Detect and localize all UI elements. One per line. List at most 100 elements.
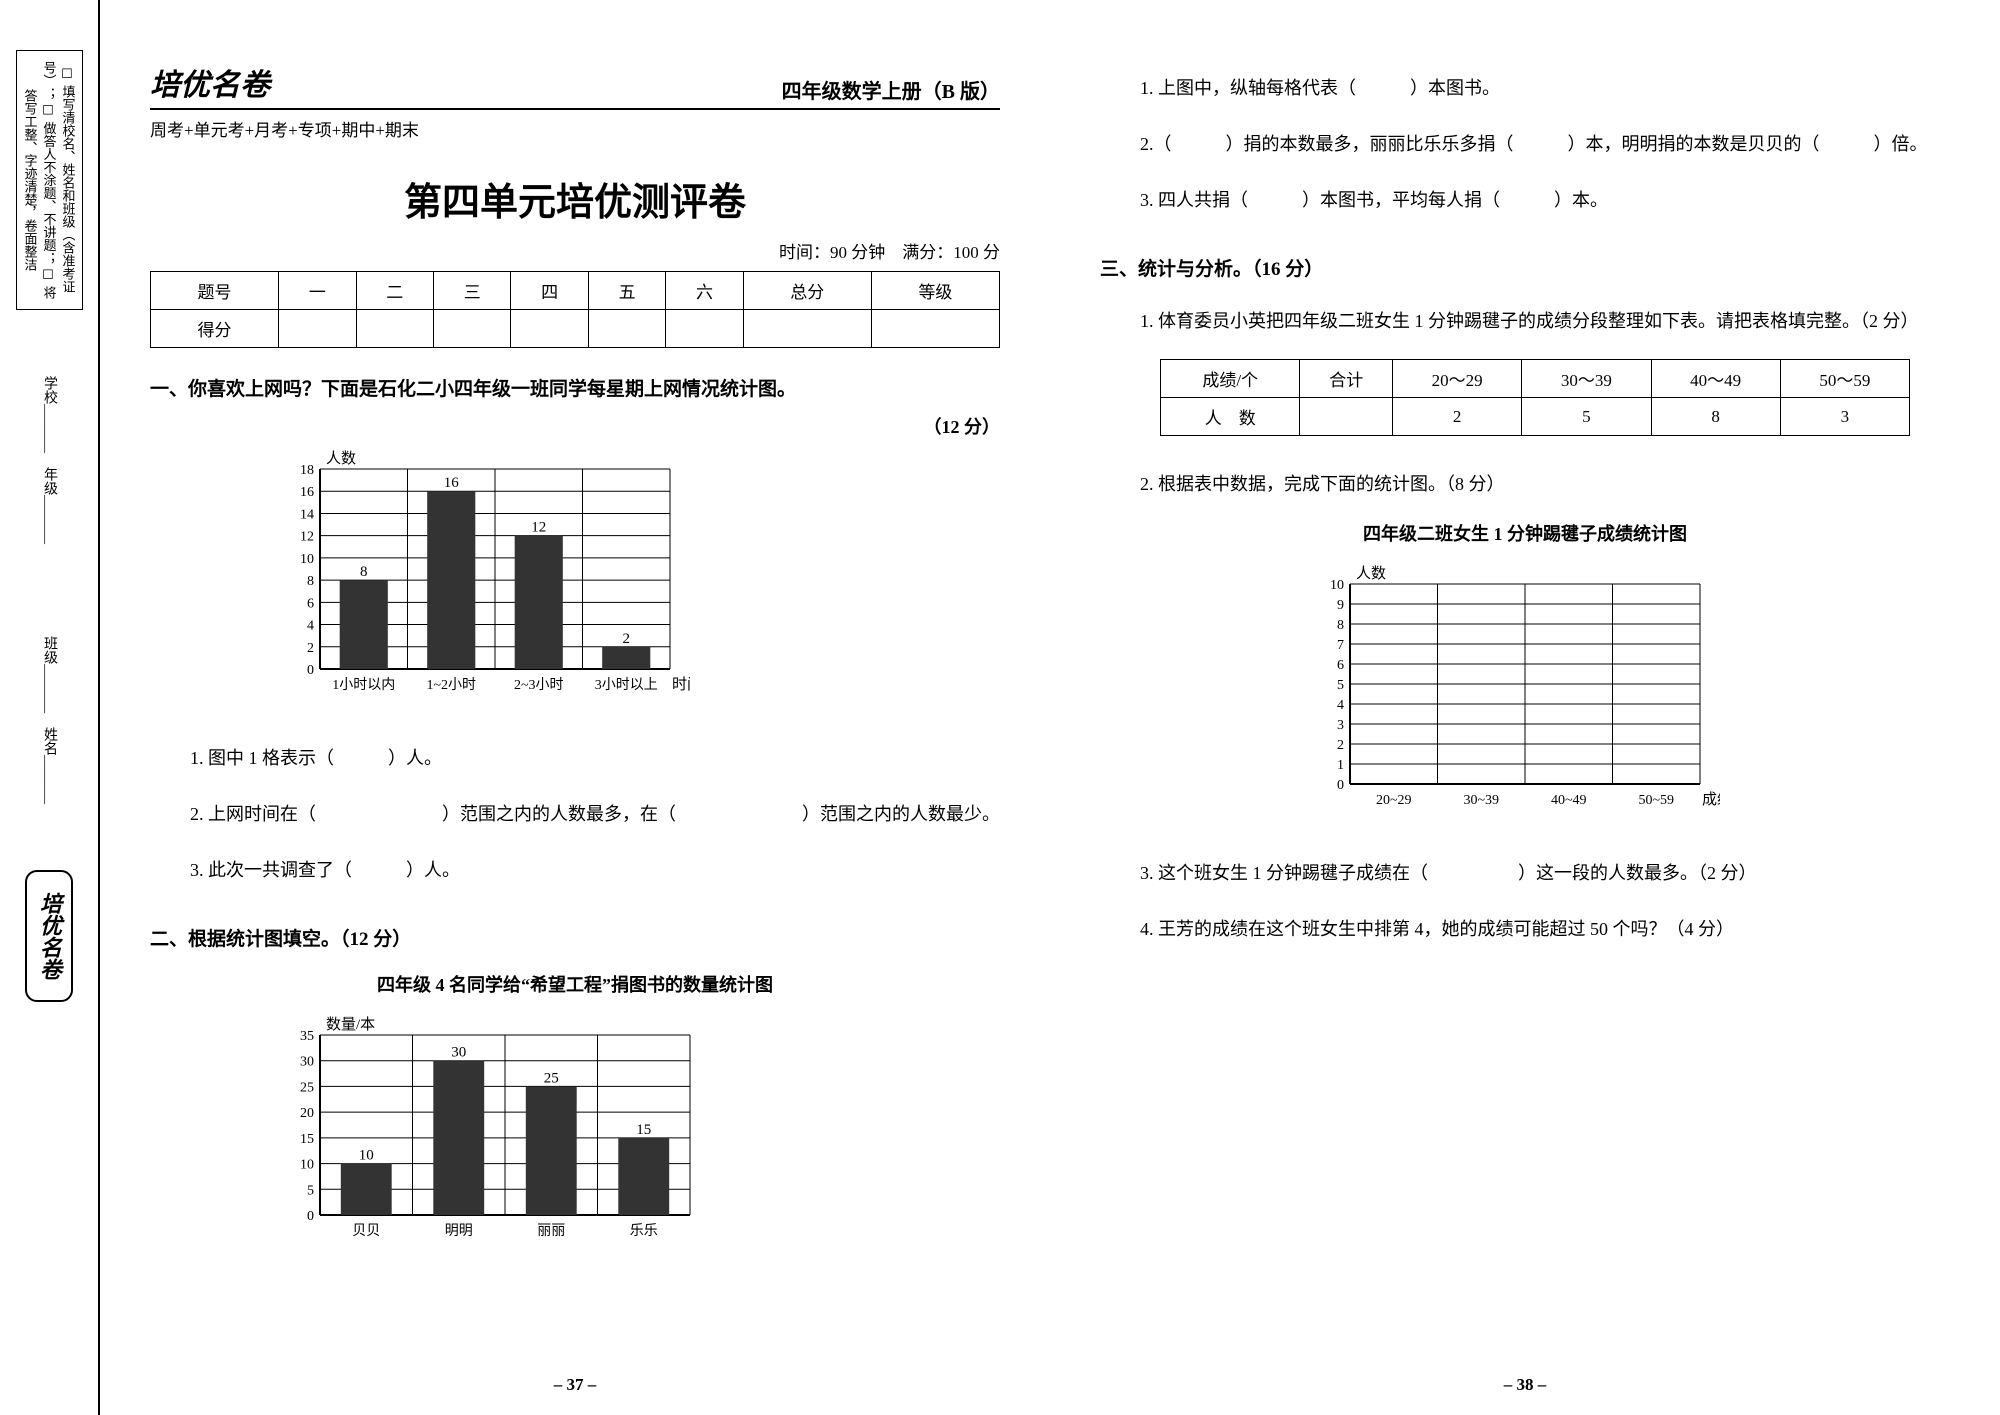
section-1-heading: 一、你喜欢上网吗？下面是石化二小四年级一班同学每星期上网情况统计图。 (150, 374, 1000, 401)
dt-r-1[interactable] (1300, 398, 1393, 436)
dt-r-0: 人 数 (1161, 398, 1300, 436)
score-h-5: 五 (588, 272, 665, 310)
svg-text:10: 10 (300, 552, 314, 567)
score-h-2: 二 (356, 272, 433, 310)
brand-logo-text: 培优名卷 (37, 892, 62, 980)
dt-h-5: 50～59 (1780, 360, 1909, 398)
svg-text:2: 2 (623, 631, 631, 647)
score-h-1: 一 (279, 272, 356, 310)
svg-text:5: 5 (307, 1183, 314, 1198)
svg-text:10: 10 (1330, 578, 1344, 593)
header-rule (150, 108, 1000, 110)
data-header-row: 成绩/个 合计 20～29 30～39 40～49 50～59 (1161, 360, 1910, 398)
score-h-4: 四 (511, 272, 588, 310)
svg-text:8: 8 (1337, 618, 1344, 633)
score-h-6: 六 (666, 272, 743, 310)
svg-text:1: 1 (1337, 758, 1344, 773)
q-2-2: 2.（ ）捐的本数最多，丽丽比乐乐多捐（ ）本，明明捐的本数是贝贝的（ ）倍。 (1140, 126, 1950, 162)
svg-text:8: 8 (307, 574, 314, 589)
score-header-row: 题号 一 二 三 四 五 六 总分 等级 (151, 272, 1000, 310)
school-grade-field: 学校_______ 年级_______ (39, 350, 59, 570)
svg-text:7: 7 (1337, 638, 1344, 653)
svg-text:乐乐: 乐乐 (630, 1223, 658, 1239)
dt-r-5: 3 (1780, 398, 1909, 436)
chart-3: 01234567891020~2930~3940~4950~59人数成绩/个 (1300, 564, 1950, 829)
chart-2-svg: 0510152025303510302515贝贝明明丽丽乐乐数量/本 (270, 1015, 710, 1255)
score-h-3: 三 (433, 272, 510, 310)
page-number-right: – 38 – (1100, 1375, 1950, 1395)
svg-text:时间: 时间 (672, 676, 690, 693)
svg-text:丽丽: 丽丽 (537, 1224, 565, 1239)
svg-text:30: 30 (451, 1045, 466, 1061)
svg-text:35: 35 (300, 1029, 314, 1044)
q-3-4: 4. 王芳的成绩在这个班女生中排第 4，她的成绩可能超过 50 个吗？（4 分） (1140, 911, 1950, 947)
svg-text:贝贝: 贝贝 (352, 1224, 380, 1239)
svg-text:15: 15 (300, 1132, 314, 1147)
svg-text:30: 30 (300, 1055, 314, 1070)
svg-text:0: 0 (307, 1209, 314, 1224)
score-row-head: 得分 (151, 310, 279, 348)
svg-text:人数: 人数 (1356, 565, 1386, 582)
svg-text:12: 12 (531, 520, 546, 536)
dt-h-1: 合计 (1300, 360, 1393, 398)
dt-h-2: 20～29 (1393, 360, 1522, 398)
page-number-left: – 37 – (150, 1375, 1000, 1395)
brand-logo-vertical: 培优名卷 (25, 870, 73, 1002)
subject-label: 四年级数学上册（B 版） (782, 75, 1000, 104)
brand-title: 培优名卷 (150, 60, 270, 104)
q-2-3: 3. 四人共捐（ ）本图书，平均每人捐（ ）本。 (1140, 182, 1950, 218)
svg-text:2: 2 (1337, 738, 1344, 753)
q-3-3: 3. 这个班女生 1 分钟踢毽子成绩在（ ）这一段的人数最多。（2 分） (1140, 855, 1950, 891)
score-value-row: 得分 (151, 310, 1000, 348)
timing-line: 时间：90 分钟 满分：100 分 (150, 238, 1000, 263)
svg-text:2: 2 (307, 641, 314, 656)
dt-r-4: 8 (1651, 398, 1780, 436)
svg-text:14: 14 (300, 507, 314, 522)
score-h-7: 总分 (743, 272, 871, 310)
section-3-heading: 三、统计与分析。（16 分） (1100, 254, 1950, 281)
score-h-0: 题号 (151, 272, 279, 310)
svg-text:40~49: 40~49 (1551, 793, 1587, 808)
page-right: 1. 上图中，纵轴每格代表（ ）本图书。 2.（ ）捐的本数最多，丽丽比乐乐多捐… (1050, 0, 2000, 1415)
chart-1: 0246810121416188161221小时以内1~2小时2~3小时3小时以… (270, 449, 1000, 714)
svg-text:9: 9 (1337, 598, 1344, 613)
chart-1-svg: 0246810121416188161221小时以内1~2小时2~3小时3小时以… (270, 449, 690, 709)
svg-text:0: 0 (307, 663, 314, 678)
svg-text:3: 3 (1337, 718, 1344, 733)
section-2-heading: 二、根据统计图填空。（12 分） (150, 924, 1000, 951)
svg-text:18: 18 (300, 463, 314, 478)
svg-text:30~39: 30~39 (1463, 793, 1499, 808)
svg-text:1~2小时: 1~2小时 (426, 677, 476, 693)
svg-text:明明: 明明 (445, 1224, 473, 1239)
score-h-8: 等级 (871, 272, 999, 310)
section-1-text: 一、你喜欢上网吗？下面是石化二小四年级一班同学每星期上网情况统计图。 (150, 379, 796, 400)
svg-text:6: 6 (307, 596, 314, 611)
svg-text:20: 20 (300, 1106, 314, 1121)
svg-text:人数: 人数 (326, 450, 356, 467)
q-3-1: 1. 体育委员小英把四年级二班女生 1 分钟踢毽子的成绩分段整理如下表。请把表格… (1140, 303, 1950, 339)
dt-h-3: 30～39 (1522, 360, 1651, 398)
svg-text:0: 0 (1337, 778, 1344, 793)
svg-text:3小时以上: 3小时以上 (595, 677, 658, 693)
unit-title: 第四单元培优测评卷 (150, 171, 1000, 226)
subheader: 周考+单元考+月考+专项+期中+期末 (150, 116, 1000, 141)
svg-text:5: 5 (1337, 678, 1344, 693)
dt-h-4: 40～49 (1651, 360, 1780, 398)
q-1-3: 3. 此次一共调查了（ ）人。 (190, 852, 1000, 888)
page-header: 培优名卷 四年级数学上册（B 版） (150, 60, 1000, 104)
score-table: 题号 一 二 三 四 五 六 总分 等级 得分 (150, 271, 1000, 348)
svg-text:20~29: 20~29 (1376, 793, 1412, 808)
svg-text:4: 4 (1337, 698, 1344, 713)
section-1-points: （12 分） (150, 413, 1000, 439)
svg-text:50~59: 50~59 (1638, 793, 1674, 808)
q-1-1: 1. 图中 1 格表示（ ）人。 (190, 740, 1000, 776)
svg-text:16: 16 (444, 475, 460, 491)
dt-r-2: 2 (1393, 398, 1522, 436)
class-name-field: 班级_______ 姓名_______ (39, 610, 59, 830)
svg-text:1小时以内: 1小时以内 (332, 677, 395, 693)
q-2-1: 1. 上图中，纵轴每格代表（ ）本图书。 (1140, 70, 1950, 106)
q-3-2: 2. 根据表中数据，完成下面的统计图。（8 分） (1140, 466, 1950, 502)
chart-3-svg: 01234567891020~2930~3940~4950~59人数成绩/个 (1300, 564, 1720, 824)
dt-r-3: 5 (1522, 398, 1651, 436)
q-1-2: 2. 上网时间在（ ）范围之内的人数最多，在（ ）范围之内的人数最少。 (190, 796, 1000, 832)
